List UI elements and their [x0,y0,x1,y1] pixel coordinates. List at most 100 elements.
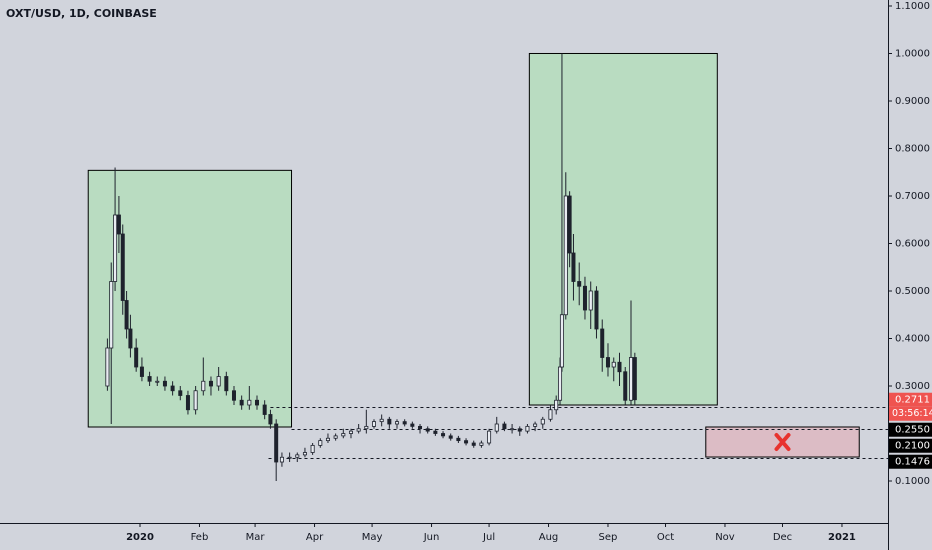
candle-body [548,409,553,420]
candle-body [418,425,423,430]
candle-body [216,376,221,387]
candle-body [364,425,369,430]
candle-body [113,214,118,282]
candle-body [464,440,469,444]
candle-body [623,371,628,401]
candle-body [594,290,599,330]
candle-body [287,456,292,459]
y-tick-label: 1.1000 [895,1,930,12]
x-tick-label: Jun [423,532,440,543]
candle-body [262,404,267,415]
level-label: 0.2550 [895,425,930,436]
zone [528,52,718,406]
x-tick-label: Sep [599,532,618,543]
candle-body [510,428,515,431]
candle-body [109,281,114,349]
candle-body [124,300,129,330]
candle-body [128,328,133,349]
candle-body [231,390,236,401]
level-tag [889,438,932,453]
candle-body [567,195,572,254]
candle-body [116,214,121,235]
candle-body [147,376,152,382]
x-tick-label: Nov [715,532,735,543]
candle-body [425,428,430,432]
candle-body [279,456,284,463]
candle-body [395,421,400,425]
x-tick-label: Mar [246,532,266,543]
candle-body [201,380,206,392]
level-label: 0.2100 [895,441,930,452]
candle-body [274,423,279,463]
candle-body [494,423,499,432]
candle-body [310,444,315,453]
y-tick-label: 0.5000 [895,286,930,297]
y-tick-label: 0.4000 [895,334,930,345]
candle-body [471,442,476,446]
chart-title: OXT/USD, 1D, COINBASE [6,7,157,20]
candle-body [582,285,587,311]
cross-stroke [774,433,791,452]
candle-body [120,233,125,301]
y-tick-label: 0.9000 [895,96,930,107]
candle-body [247,399,252,406]
candle-body [379,418,384,423]
candle-body [387,418,392,425]
candle-body [325,437,330,442]
candle-body [224,376,229,392]
x-tick-label: 2021 [828,532,856,543]
y-tick-label: 0.6000 [895,238,930,249]
current-price-tag [889,392,932,407]
candle-body [162,380,167,387]
candle-body [134,347,139,368]
candle-body [487,430,492,444]
candle-body [577,281,582,287]
candle-body [105,347,110,387]
x-tick-label: Jul [482,532,495,543]
candle-body [178,390,183,396]
candle-body [302,452,307,456]
candle-body [558,366,563,401]
candle-body [479,442,484,446]
countdown-tag [889,406,932,421]
y-tick-label: 0.8000 [895,143,930,154]
candle-body [341,433,346,437]
candle-body [632,357,637,401]
candle-body [588,290,593,311]
x-tick-label: Feb [191,532,209,543]
candle-body [170,385,175,392]
candle-body [185,395,190,411]
level-label: 0.1476 [895,457,930,468]
candle-body [571,252,576,282]
candle-body [433,430,438,434]
countdown-label: 03:56:14 [892,408,932,419]
candle-body [255,399,260,406]
candle-body [371,421,376,427]
candle-body [611,361,616,368]
x-tick-label: Dec [773,532,792,543]
candle-body [456,437,461,442]
candle-body [208,380,213,387]
level-tag [889,454,932,469]
candle-body [139,366,144,377]
candle-body [356,428,361,432]
candle-body [517,428,522,432]
candle-body [193,390,198,411]
candle-body [533,423,538,427]
y-tick-label: 0.7000 [895,191,930,202]
candle-body [628,357,633,401]
current-price-label: 0.2711 [895,395,930,406]
candle-body [402,421,407,425]
x-tick-label: 2020 [126,532,154,543]
candle-body [617,361,622,373]
y-tick-label: 0.1000 [895,476,930,487]
candle-body [605,357,610,368]
x-tick-label: Apr [306,532,324,543]
candle-body [540,418,545,425]
candle-body [410,423,415,427]
x-tick-label: Aug [539,532,559,543]
y-tick-label: 1.0000 [895,48,930,59]
candle-body [559,314,564,368]
